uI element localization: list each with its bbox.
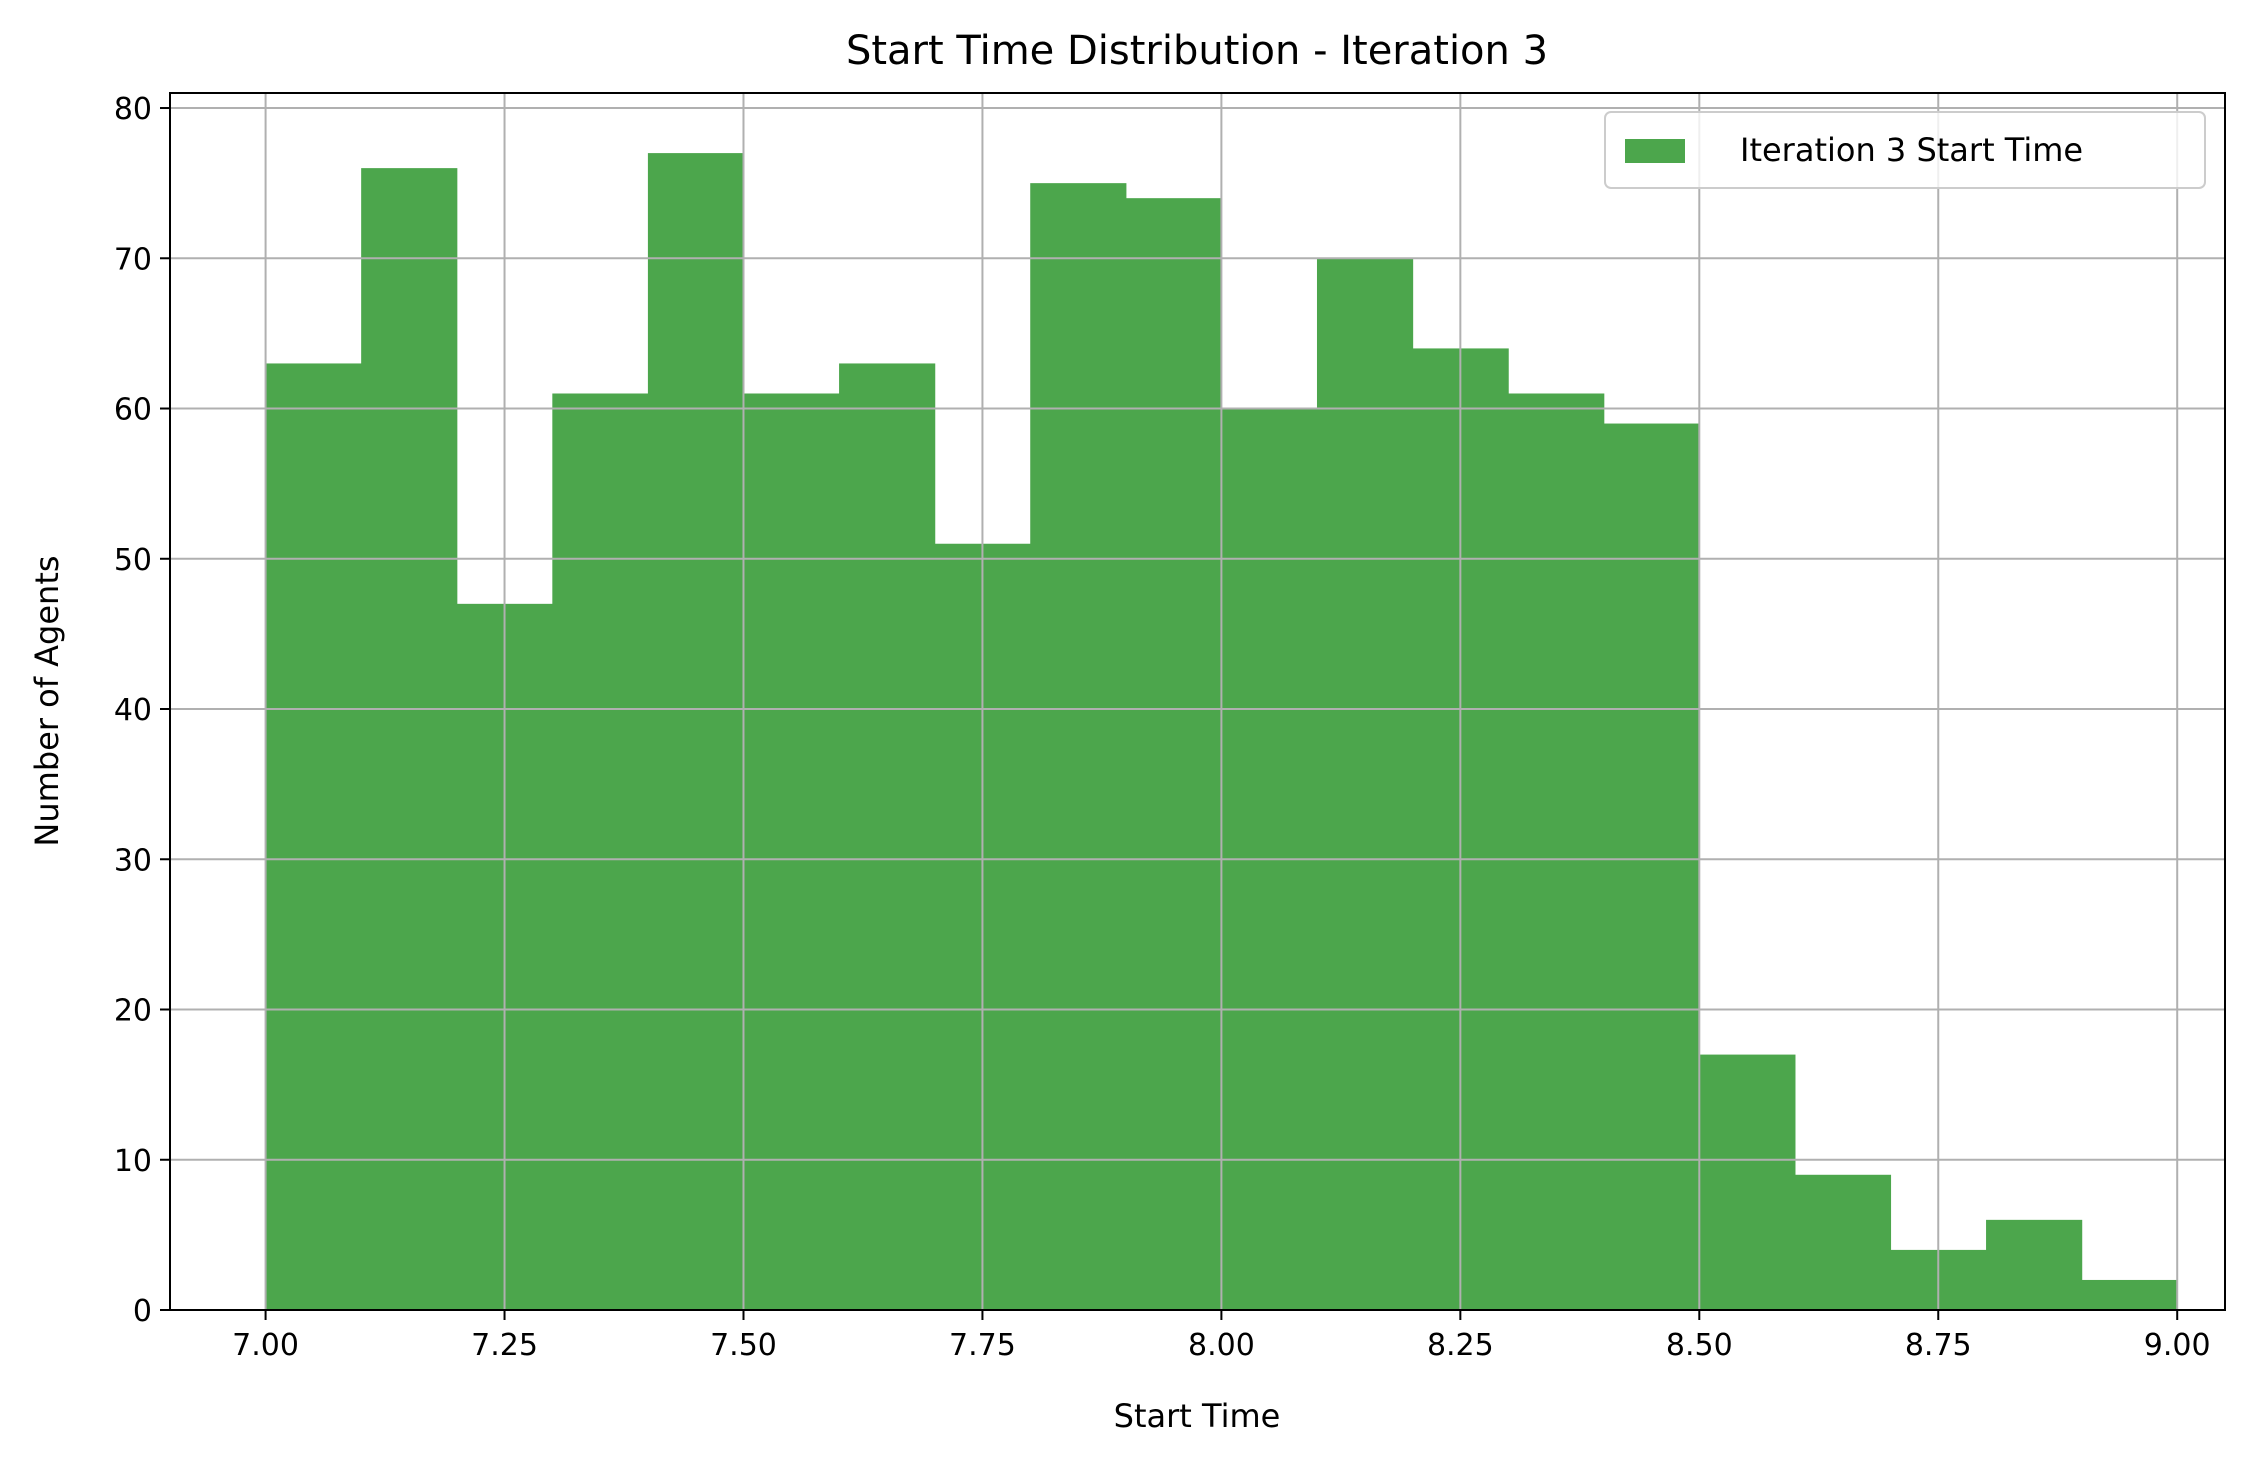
histogram-bar (1699, 1054, 1796, 1310)
legend-swatch (1625, 139, 1685, 163)
x-tick-label: 7.25 (471, 1328, 538, 1363)
x-axis-ticks: 7.00 7.25 7.50 7.75 8.00 8.25 8.50 8.75 9.00 (232, 1310, 2211, 1363)
y-tick-label: 70 (114, 242, 152, 277)
x-tick-label: 9.00 (2144, 1328, 2211, 1363)
plot-area-frame (169, 92, 2226, 1311)
histogram-bar (1508, 393, 1605, 1310)
x-tick-label: 8.00 (1188, 1328, 1255, 1363)
histogram-bar (361, 168, 458, 1311)
y-tick-label: 30 (114, 843, 152, 878)
legend-box (1604, 111, 2206, 189)
x-tick-label: 8.25 (1427, 1328, 1494, 1363)
legend-label: Iteration 3 Start Time (1740, 131, 2083, 169)
histogram-bar (552, 393, 649, 1310)
y-tick-label: 80 (114, 92, 152, 127)
x-tick-label: 7.75 (949, 1328, 1016, 1363)
y-tick-label: 20 (114, 994, 152, 1029)
histogram-bar (1603, 423, 1700, 1310)
y-tick-label: 50 (114, 543, 152, 578)
y-tick-label: 10 (114, 1144, 152, 1179)
y-tick-label: 0 (133, 1294, 152, 1329)
y-axis-title: Number of Agents (28, 555, 66, 846)
y-tick-label: 40 (114, 693, 152, 728)
histogram-bar (839, 363, 936, 1310)
histogram-bar (647, 153, 745, 1311)
chart-title: Start Time Distribution - Iteration 3 (846, 28, 1548, 74)
x-axis-title: Start Time (1114, 1397, 1281, 1435)
grid-lines (170, 93, 2225, 1311)
x-tick-label: 7.00 (232, 1328, 299, 1363)
legend: Iteration 3 Start Time (1604, 111, 2206, 189)
x-tick-label: 7.50 (710, 1328, 777, 1363)
x-tick-label: 8.50 (1666, 1328, 1733, 1363)
histogram-bar (265, 363, 362, 1310)
histogram-bar (1316, 258, 1414, 1310)
histogram-bar (743, 393, 840, 1310)
histogram-bar (1030, 183, 1127, 1310)
histogram-bar (1794, 1174, 1892, 1310)
histogram-bar (1986, 1219, 2083, 1310)
histogram-bar (1125, 198, 1222, 1310)
y-axis-ticks: 0 10 20 30 40 50 60 70 80 (114, 92, 170, 1329)
histogram-bar (2081, 1279, 2178, 1310)
x-tick-label: 8.75 (1905, 1328, 1972, 1363)
y-tick-label: 60 (114, 393, 152, 428)
